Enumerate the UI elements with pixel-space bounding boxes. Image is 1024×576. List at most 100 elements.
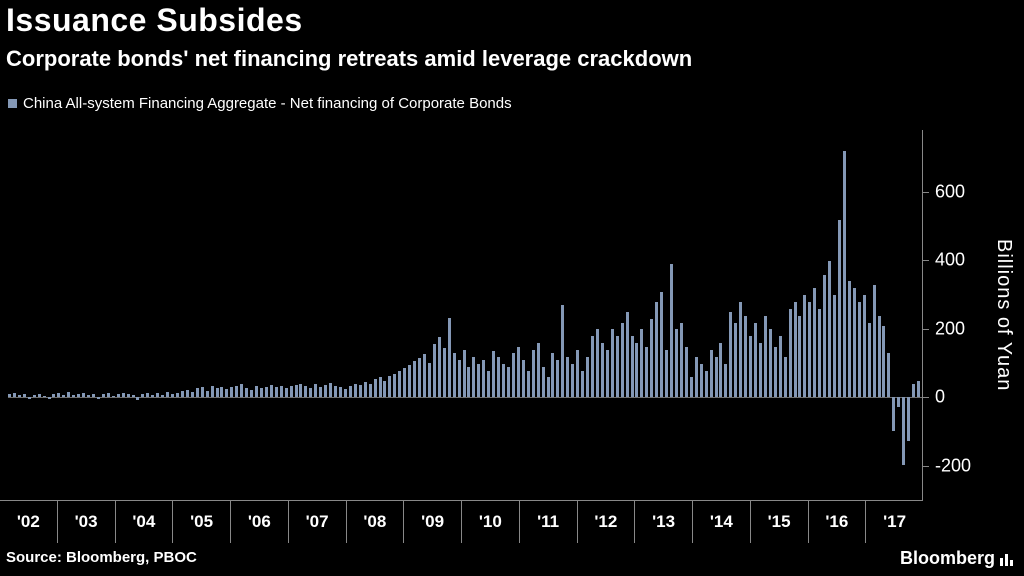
bar: [67, 392, 71, 398]
bar: [423, 354, 426, 398]
bar: [348, 385, 352, 398]
bar: [230, 387, 234, 398]
bar: [462, 349, 466, 398]
bar: [773, 346, 777, 398]
bar: [171, 394, 175, 398]
bar: [768, 329, 772, 398]
bar: [620, 322, 624, 398]
bar: [526, 370, 530, 398]
bar: [343, 389, 347, 398]
bar: [902, 397, 906, 466]
bar: [758, 343, 762, 398]
page-title: Issuance Subsides: [6, 2, 303, 38]
bar: [279, 385, 283, 398]
bar: [487, 370, 491, 398]
bar: [828, 260, 832, 398]
bar: [521, 360, 525, 398]
bar: [77, 393, 81, 398]
legend: China All-system Financing Aggregate - N…: [8, 95, 512, 112]
bar: [240, 384, 244, 398]
bar: [250, 389, 254, 398]
bar: [314, 384, 318, 398]
bar: [897, 397, 901, 407]
bar: [195, 388, 199, 398]
bar: [610, 329, 614, 398]
y-tick-label: 400: [935, 249, 966, 270]
bar: [497, 356, 501, 398]
bar: [754, 322, 758, 398]
bar: [838, 219, 841, 398]
bar: [813, 288, 817, 398]
bar: [289, 386, 293, 398]
x-axis-year-label: '16: [807, 501, 866, 543]
bar: [32, 394, 36, 398]
bar: [744, 315, 748, 398]
bar: [917, 380, 921, 398]
bar: [8, 394, 11, 398]
bar: [615, 336, 619, 398]
bar: [427, 362, 431, 398]
bar: [595, 329, 599, 398]
bar: [91, 394, 95, 398]
bar: [803, 295, 807, 398]
bar: [650, 319, 654, 398]
bar: [665, 349, 669, 398]
bar: [645, 346, 649, 398]
bar: [531, 349, 535, 398]
bar: [576, 349, 580, 398]
bar: [739, 301, 743, 398]
bar: [842, 151, 846, 398]
bar: [892, 397, 896, 431]
bar: [161, 395, 165, 398]
bar: [57, 393, 61, 398]
bloomberg-logo-icon: [1000, 553, 1013, 566]
bar: [670, 264, 674, 398]
bar: [368, 384, 372, 398]
bar: [714, 356, 718, 398]
bar: [442, 347, 446, 398]
bar: [235, 385, 239, 398]
bar: [269, 384, 273, 398]
bar: [111, 395, 115, 398]
y-tick-label: 200: [935, 318, 966, 339]
bar: [121, 392, 125, 398]
x-axis-year-label: '12: [576, 501, 635, 543]
bar: [763, 315, 767, 398]
x-axis-year-label: '07: [287, 501, 346, 543]
bar: [383, 380, 387, 398]
bar: [106, 393, 110, 398]
bar: [734, 322, 738, 398]
bar: [378, 377, 382, 398]
x-axis-year-label: '08: [345, 501, 404, 543]
x-axis-year-label: '17: [865, 501, 923, 543]
bar: [259, 388, 263, 398]
x-axis: '02'03'04'05'06'07'08'09'10'11'12'13'14 '…: [0, 500, 923, 543]
bar: [437, 337, 441, 398]
bar: [729, 312, 733, 398]
bar: [833, 295, 837, 398]
bar: [472, 356, 476, 398]
bar: [17, 395, 21, 398]
bar: [823, 274, 827, 398]
bar: [180, 391, 184, 398]
bar: [363, 382, 367, 398]
y-tick-label: 0: [935, 386, 946, 407]
bar: [847, 281, 851, 398]
bar: [37, 394, 41, 398]
bar: [882, 325, 886, 398]
bar: [42, 395, 46, 398]
bar: [126, 393, 130, 398]
bar: [581, 370, 585, 398]
bar: [586, 356, 590, 398]
bar: [793, 301, 797, 398]
bar: [625, 312, 629, 398]
bar: [447, 318, 451, 398]
bar: [477, 363, 481, 398]
bar: [156, 393, 160, 398]
bar: [694, 356, 698, 398]
bar: [502, 363, 506, 398]
bar: [96, 397, 100, 400]
bar: [284, 387, 288, 398]
y-tick-label: -200: [935, 455, 972, 476]
